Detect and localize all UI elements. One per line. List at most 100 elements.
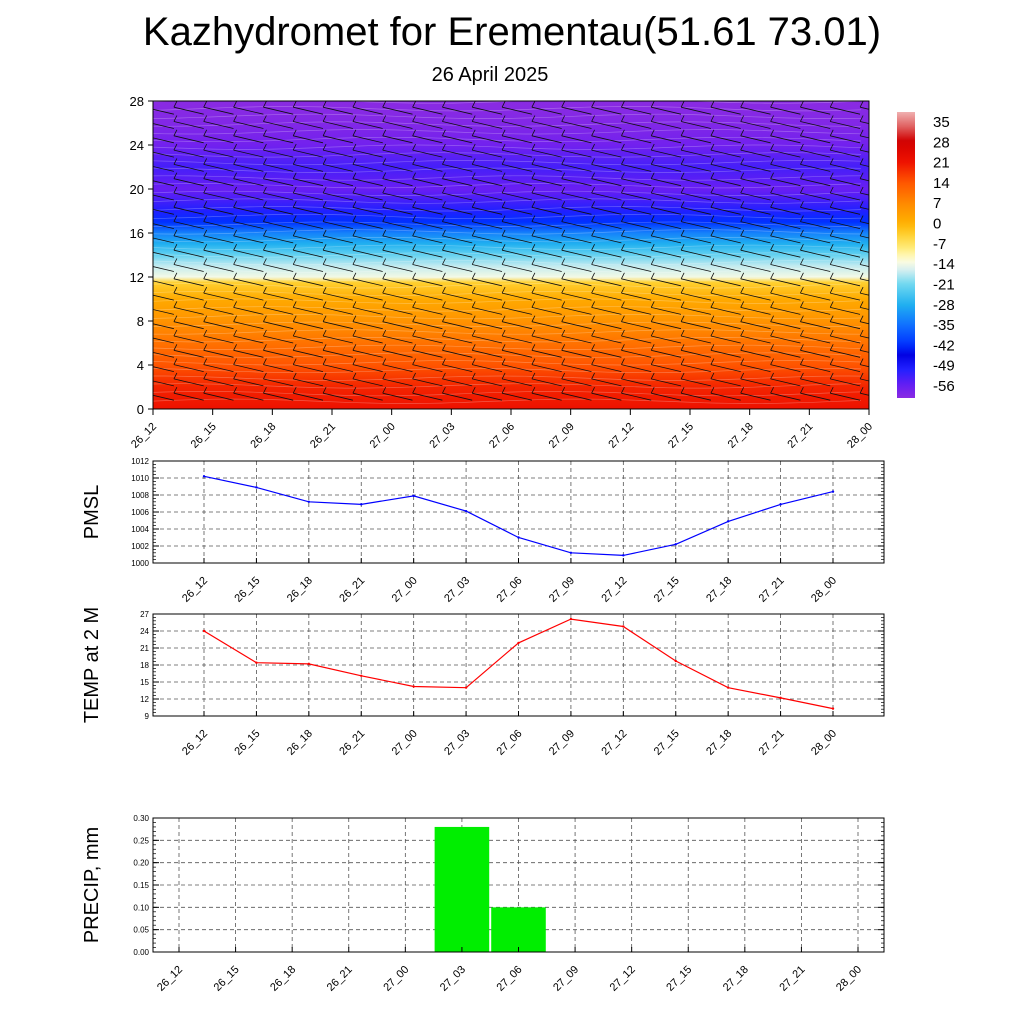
colorbar-label: -56 (933, 378, 955, 395)
xtick-label: 27_09 (551, 964, 581, 994)
pmsl-axis-label: PMSL (81, 485, 103, 539)
wind-barb (800, 244, 831, 258)
wind-barb (322, 143, 353, 158)
ytick-label: 1006 (131, 508, 149, 517)
wind-barb (322, 315, 353, 330)
wind-barb (531, 201, 562, 215)
wind-barb (322, 387, 353, 401)
heatmap-xtick-label: 26_12 (129, 421, 159, 451)
wind-barb (173, 143, 204, 158)
wind-barb (740, 272, 771, 287)
wind-barb (471, 229, 503, 244)
wind-barb (680, 358, 711, 372)
wind-barb (561, 315, 592, 330)
chart-subtitle: 26 April 2025 (431, 64, 549, 86)
wind-barb (442, 229, 473, 244)
wind-barb (292, 244, 324, 258)
wind-barb (382, 244, 413, 258)
wind-barb (203, 143, 234, 158)
heatmap-xtick-label: 27_00 (368, 421, 398, 451)
colorbar-label: -42 (933, 337, 955, 354)
wind-barb (859, 329, 869, 339)
wind-barb (591, 201, 622, 215)
wind-barb (740, 244, 771, 258)
wind-barb (382, 329, 413, 344)
wind-barb (153, 337, 174, 344)
wind-barb (203, 272, 234, 287)
wind-barb (680, 101, 711, 115)
wind-barb (531, 315, 562, 330)
wind-barb (531, 358, 562, 372)
wind-barb (412, 129, 443, 144)
wind-barb (650, 329, 682, 344)
wind-barb (740, 201, 771, 215)
xtick-label: 27_06 (495, 575, 525, 605)
wind-barb (352, 143, 383, 158)
heatmap-ytick-label: 16 (130, 226, 144, 241)
wind-barb (263, 115, 294, 129)
wind-barb (621, 329, 652, 344)
wind-barb (680, 244, 711, 258)
wind-barb (680, 172, 711, 187)
wind-barb (591, 315, 622, 330)
wind-barb (382, 215, 413, 229)
data-point (255, 661, 258, 664)
wind-barb (740, 115, 771, 129)
ytick-label: 1010 (131, 474, 149, 483)
wind-barb (382, 372, 413, 387)
wind-barb (501, 329, 532, 344)
contour-line (153, 306, 862, 312)
wind-barb (322, 101, 353, 115)
wind-barb (412, 172, 443, 187)
xtick-label: 26_21 (325, 964, 355, 994)
wind-barb (442, 244, 473, 258)
wind-barb (770, 301, 801, 315)
wind-barb (442, 258, 473, 272)
wind-barb (412, 143, 443, 158)
wind-barb (770, 315, 801, 330)
wind-barb (591, 272, 622, 287)
wind-barb (680, 301, 711, 315)
wind-barb (233, 201, 264, 215)
wind-barb (442, 372, 473, 387)
heatmap-xtick-label: 27_09 (547, 421, 577, 451)
wind-barb (561, 372, 592, 387)
wind-barb (650, 115, 682, 129)
wind-barb (471, 186, 503, 201)
heatmap-ytick-label: 20 (130, 182, 144, 197)
wind-barb (233, 272, 264, 287)
wind-barb (740, 229, 771, 244)
wind-barb (770, 115, 801, 129)
wind-barb (322, 186, 353, 201)
wind-barb (829, 329, 861, 344)
xtick-label: 27_03 (442, 728, 472, 758)
wind-barb (471, 244, 503, 258)
wind-barb (322, 115, 353, 129)
wind-barb (740, 143, 771, 158)
contour-line (153, 391, 862, 397)
wind-barb (203, 129, 234, 144)
wind-barb (859, 387, 869, 396)
wind-barb (621, 358, 652, 372)
wind-barb (203, 258, 234, 272)
data-point (831, 490, 835, 493)
wind-barb (740, 101, 771, 115)
wind-barb (740, 315, 771, 330)
colorbar-bar (897, 112, 915, 398)
wind-barb (412, 372, 443, 387)
wind-barb (621, 143, 652, 158)
wind-barb (650, 286, 682, 301)
wind-barb (173, 186, 204, 201)
wind-barb (710, 387, 741, 401)
wind-barb (153, 394, 174, 401)
ytick-label: 27 (140, 610, 149, 619)
colorbar-label: -28 (933, 297, 955, 314)
contour-line (153, 129, 862, 135)
wind-barb (471, 215, 503, 229)
wind-barb (650, 258, 682, 272)
wind-barb (829, 129, 861, 144)
wind-barb (501, 272, 532, 287)
wind-barb (442, 272, 473, 287)
wind-barb (740, 387, 771, 401)
wind-barb (680, 143, 711, 158)
